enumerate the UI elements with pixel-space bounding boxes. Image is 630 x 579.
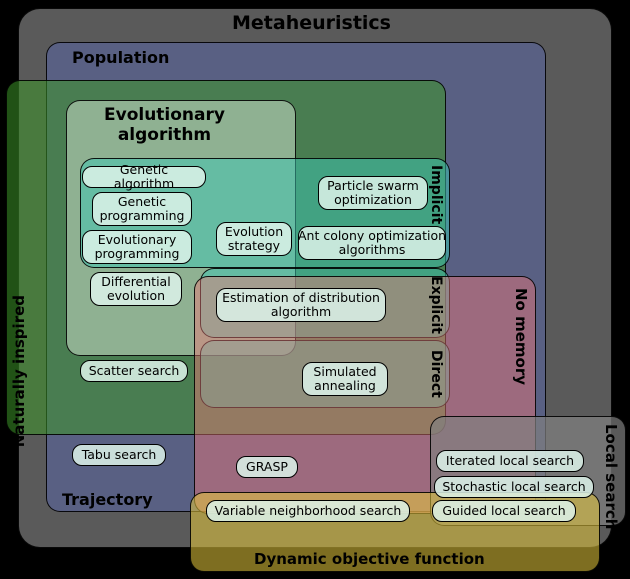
label-metaheuristics: Metaheuristics bbox=[232, 12, 391, 34]
vlabel-direct: Direct bbox=[428, 350, 444, 398]
leaf-ant-colony: Ant colony optimization algorithms bbox=[298, 226, 446, 260]
leaf-iterated-local-search: Iterated local search bbox=[436, 450, 584, 472]
vlabel-implicit: Implicit bbox=[428, 165, 444, 224]
leaf-estimation-distribution: Estimation of distribution algorithm bbox=[216, 288, 386, 322]
vlabel-naturally-inspired: Naturally inspired bbox=[10, 295, 28, 447]
leaf-guided-local-search: Guided local search bbox=[432, 500, 576, 522]
label-dynamic-objective: Dynamic objective function bbox=[254, 550, 485, 568]
label-evolutionary-algorithm: Evolutionary algorithm bbox=[104, 106, 225, 145]
label-population: Population bbox=[72, 48, 169, 67]
leaf-variable-neighborhood-search: Variable neighborhood search bbox=[206, 500, 410, 522]
leaf-scatter-search: Scatter search bbox=[80, 360, 188, 382]
leaf-stochastic-local-search: Stochastic local search bbox=[434, 476, 594, 498]
vlabel-local-search: Local search bbox=[602, 424, 620, 529]
leaf-evolution-strategy: Evolution strategy bbox=[216, 222, 292, 256]
leaf-genetic-programming: Genetic programming bbox=[92, 192, 192, 226]
leaf-tabu-search: Tabu search bbox=[72, 444, 166, 466]
vlabel-no-memory: No memory bbox=[512, 288, 530, 385]
leaf-grasp: GRASP bbox=[236, 456, 298, 478]
leaf-simulated-annealing: Simulated annealing bbox=[302, 362, 388, 396]
vlabel-explicit: Explicit bbox=[428, 276, 444, 334]
label-trajectory: Trajectory bbox=[62, 490, 153, 509]
leaf-particle-swarm: Particle swarm optimization bbox=[318, 176, 428, 210]
diagram-stage: Metaheuristics Population Trajectory Evo… bbox=[0, 0, 630, 579]
leaf-genetic-algorithm: Genetic algorithm bbox=[82, 166, 206, 188]
label-evolutionary-algorithm-text: Evolutionary algorithm bbox=[104, 105, 225, 145]
leaf-evolutionary-programming: Evolutionary programming bbox=[82, 230, 192, 264]
leaf-differential-evolution: Differential evolution bbox=[90, 272, 182, 306]
